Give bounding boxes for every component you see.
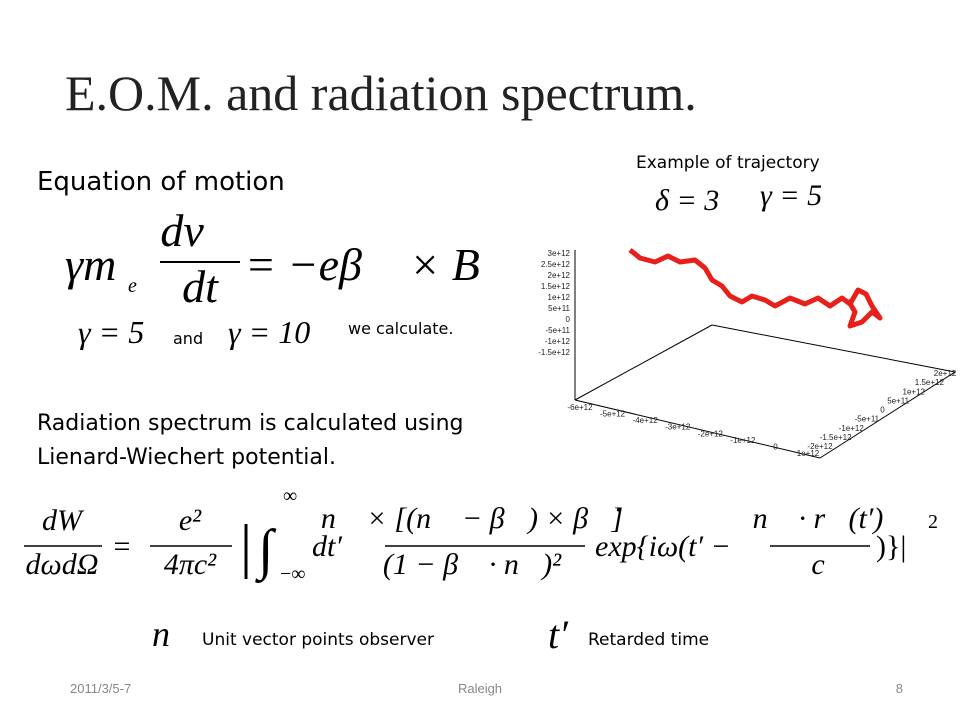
tick-label: -2e+12 <box>807 442 833 451</box>
tick-label: 3e+12 <box>548 249 571 258</box>
tick-label: 5e+11 <box>548 304 570 313</box>
tick-label: 1e+12 <box>903 387 926 396</box>
formula-part: dW <box>42 504 85 537</box>
formula-part: exp{iω(t′ − <box>595 530 731 563</box>
tick-label: 0 <box>880 406 885 415</box>
formula-part: | <box>240 513 252 579</box>
footer-date: 2011/3/5-7 <box>70 681 131 696</box>
formula-part: )}| <box>876 530 906 563</box>
gamma-param: γ = 5 <box>760 179 822 212</box>
symbol: t′ <box>548 612 569 657</box>
tick-label: -1.5e+12 <box>820 433 852 442</box>
body-text: Radiation spectrum is calculated using <box>37 411 464 436</box>
tick-label: 1e+12 <box>548 293 571 302</box>
trajectory-plot: 3e+122.5e+122e+121.5e+121e+125e+110-5e+1… <box>538 248 957 459</box>
tick-label: 1.5e+12 <box>915 378 945 387</box>
axis <box>819 371 956 459</box>
tick-label: 1.5e+12 <box>541 282 571 291</box>
tick-label: 2e+12 <box>548 271 571 280</box>
eq-numerator: dv⃗ <box>160 205 239 256</box>
tick-label: -6e+12 <box>567 403 593 412</box>
heading: Equation of motion <box>37 167 285 197</box>
formula-part: 2 <box>928 511 938 533</box>
note: we calculate. <box>348 319 453 338</box>
tick-label: -1.5e+12 <box>538 348 570 357</box>
formula-part: −∞ <box>280 563 306 585</box>
tick-label: 2.5e+12 <box>541 260 571 269</box>
tick-label: -2e+12 <box>698 429 724 438</box>
tick-label: 0 <box>566 315 571 324</box>
body-text: Lienard-Wiechert potential. <box>37 445 336 470</box>
axis <box>711 324 956 373</box>
delta-param: δ = 3 <box>655 184 719 217</box>
formula-part: 4πc² <box>164 548 217 581</box>
tick-label: -5e+11 <box>545 326 570 335</box>
tick-label: 5e+11 <box>887 396 909 405</box>
tick-label: -1e+12 <box>545 337 571 346</box>
symbol-desc: Retarded time <box>588 630 709 650</box>
slide-title: E.O.M. and radiation spectrum. <box>65 65 697 121</box>
eq-denominator: dt <box>182 261 219 312</box>
formula-part: e² <box>179 504 202 537</box>
symbol: n⃗ <box>152 614 198 654</box>
tick-label: -5e+11 <box>855 415 880 424</box>
axis <box>574 399 821 459</box>
tick-label: 0 <box>773 442 778 451</box>
formula-part: ∞ <box>283 485 297 507</box>
symbol-desc: Unit vector points observer <box>202 630 434 650</box>
gamma-case: γ = 5 <box>78 314 144 350</box>
page-number: 8 <box>896 681 903 696</box>
formula-part: n⃗ · r⃗(t′) <box>753 502 884 535</box>
tick-label: -1e+12 <box>839 424 865 433</box>
tick-label: -5e+12 <box>600 410 626 419</box>
axis <box>574 324 713 401</box>
formula-part: ∫ <box>255 519 277 584</box>
eq-rhs: = −eβ⃗ × B⃗ <box>245 239 516 290</box>
tick-label: 2e+12 <box>934 369 957 378</box>
trajectory <box>628 248 883 329</box>
footer-center: Raleigh <box>458 681 502 696</box>
plot-caption: Example of trajectory <box>636 153 820 173</box>
formula-part: dt′ <box>312 530 342 563</box>
eq-subscript: e <box>128 275 137 297</box>
conjunction: and <box>173 329 203 348</box>
tick-label: -3e+12 <box>665 423 691 432</box>
eq-factor: γm <box>65 239 116 290</box>
gamma-case: γ = 10 <box>228 314 310 350</box>
formula-part: (1 − β⃗ · n⃗)² <box>383 548 562 581</box>
formula-part: c <box>811 548 824 581</box>
tick-label: 1e+12 <box>797 449 820 458</box>
formula-part: = <box>114 530 131 563</box>
tick-label: -4e+12 <box>633 416 659 425</box>
formula: dW dωdΩ = e² 4πc² | ∫ ∞ −∞ dt′ n⃗ × [(n⃗… <box>24 485 938 585</box>
formula-part: n⃗ × [(n⃗ − β⃗) × β⃗̇] <box>321 502 623 535</box>
formula-part: dωdΩ <box>26 548 99 581</box>
tick-label: -1e+12 <box>730 436 756 445</box>
